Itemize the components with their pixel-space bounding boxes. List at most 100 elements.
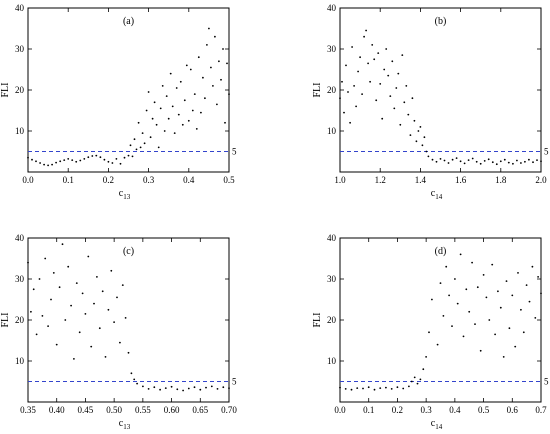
data-point [516,159,518,162]
data-point [385,386,387,389]
data-point [47,164,49,167]
data-point [347,91,349,93]
data-point [351,46,353,48]
data-point [176,388,179,391]
data-point [153,386,156,389]
data-point [224,121,226,124]
data-point [409,134,412,137]
data-point [155,123,158,126]
data-point [389,95,392,97]
data-point [377,52,380,54]
data-point [431,298,433,301]
data-point [127,154,130,157]
x-tick-label: 0.3 [421,405,433,415]
data-point [431,158,434,161]
data-point [121,284,124,286]
data-point [182,389,185,392]
data-point [491,161,494,164]
data-point [474,323,476,325]
data-point [104,356,107,358]
data-point [55,343,58,346]
y-axis-label: FLI [312,313,323,328]
data-point [445,265,448,268]
data-point [512,162,514,165]
data-point [75,160,78,163]
data-point [119,341,121,344]
data-point [362,387,364,390]
data-point [137,121,140,124]
data-point [55,161,57,164]
data-point [147,388,150,390]
data-point [147,91,150,93]
data-point [161,85,164,87]
data-point [419,126,422,128]
data-point [439,282,442,284]
data-point [75,282,78,284]
data-point [476,286,479,289]
data-point [421,144,424,147]
panel-c: 0.35 0.40 0.45 0.50 0.55 0.60 0.65 0.70 10 20 30 40… [0,233,237,431]
data-point [79,159,82,162]
x-tick-label: 0.6 [507,405,519,415]
data-point [212,85,214,87]
data-point [110,269,113,272]
data-point [202,76,204,79]
data-point [415,140,418,143]
data-point [91,155,94,157]
data-point [425,150,428,153]
data-point [222,386,225,389]
threshold-label: 5 [232,147,237,157]
data-point [35,333,38,336]
data-point [436,343,439,346]
data-point [210,66,212,69]
data-point [341,80,343,83]
data-point [216,388,219,390]
data-point [531,265,534,268]
data-point [459,160,462,163]
data-point [540,160,542,163]
data-point [491,263,494,266]
panel-d: 0.0 0.1 0.2 0.3 0.4 0.5 0.6 0.7 10 20 30 40 5 (d) FLI c… [312,233,549,431]
data-point [391,60,394,63]
data-point [467,159,470,162]
data-point [98,327,101,330]
x-tick-label: 0.0 [334,405,346,415]
data-point [401,54,404,56]
data-point [373,388,376,391]
y-axis-label: FLI [0,83,11,98]
data-point [187,119,190,122]
plot-frame [27,7,230,173]
data-point [228,93,230,95]
data-point [423,136,426,139]
data-point [375,99,378,102]
data-point [58,286,61,289]
data-point [139,146,142,149]
threshold-label: 5 [232,377,237,387]
y-tick-label: 30 [15,274,25,284]
data-point [439,158,442,160]
x-tick-label: 0.35 [20,405,36,415]
x-tick-label: 1.4 [415,175,427,185]
data-point [32,288,35,291]
data-point [345,64,347,67]
data-point [379,83,382,85]
data-point [397,72,400,75]
data-point [163,130,166,132]
data-point [488,319,491,321]
data-point [482,274,485,276]
data-point [193,386,196,389]
data-point [442,315,445,317]
data-point [199,388,202,391]
data-point [43,163,45,166]
data-point [511,294,514,297]
data-point [205,386,207,389]
x-tick-label: 0.5 [223,175,235,185]
data-point [52,272,55,274]
data-point [514,345,517,348]
data-point [503,158,506,161]
data-point [517,272,519,274]
data-point [35,160,37,163]
data-point [395,87,398,89]
data-point [130,372,133,375]
data-point [393,107,396,110]
